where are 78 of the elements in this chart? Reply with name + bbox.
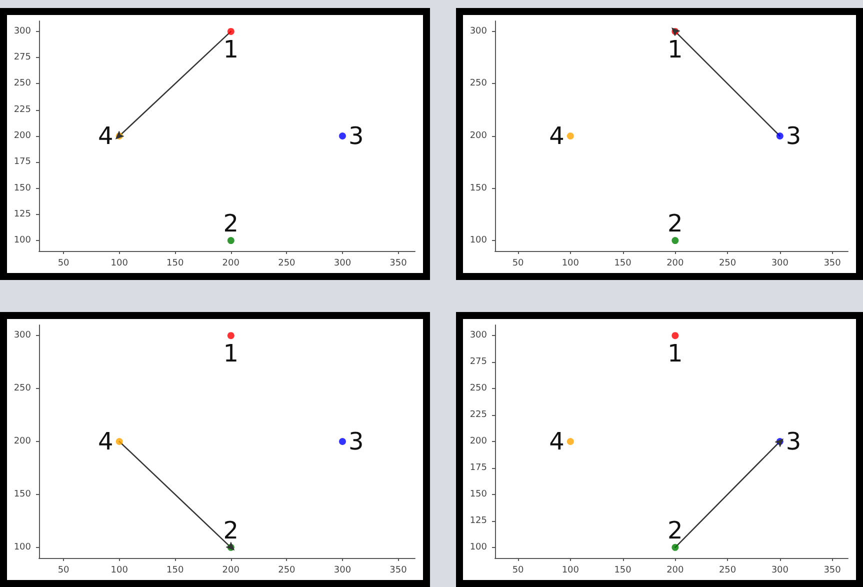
y-tick-label: 250 (470, 384, 488, 394)
annotation: 4 (98, 428, 114, 456)
y-tick-label: 250 (470, 78, 488, 89)
x-tick-label: 100 (562, 258, 580, 268)
y-tick-label: 175 (14, 157, 31, 168)
annotation: 2 (223, 516, 239, 544)
x-tick-label: 300 (771, 566, 789, 576)
y-tick-label: 150 (14, 183, 32, 194)
x-tick-label: 350 (824, 566, 842, 576)
x-tick-label: 100 (110, 258, 128, 268)
y-tick-label: 125 (470, 516, 487, 526)
annotation: 1 (668, 35, 683, 64)
y-tick-label: 275 (14, 52, 31, 63)
x-tick-label: 350 (824, 258, 842, 268)
y-tick-label: 225 (470, 410, 487, 420)
x-tick-label: 50 (512, 566, 524, 576)
x-tick-label: 250 (718, 566, 736, 576)
x-tick-label: 250 (278, 566, 296, 576)
point (672, 332, 679, 340)
point (672, 544, 679, 551)
x-tick-label: 350 (390, 258, 408, 268)
y-tick-label: 200 (14, 131, 32, 141)
y-tick-label: 225 (14, 104, 31, 115)
y-tick-label: 175 (470, 462, 487, 473)
annotation: 4 (549, 122, 564, 150)
annotation: 4 (549, 428, 564, 456)
y-tick-label: 200 (470, 436, 488, 446)
annotation: 2 (668, 516, 683, 544)
point (566, 438, 574, 445)
x-tick-label: 200 (222, 258, 240, 268)
y-tick-label: 200 (14, 436, 32, 446)
annotation: 1 (668, 340, 683, 368)
y-tick-label: 150 (470, 183, 488, 194)
annotation: 3 (348, 428, 364, 456)
point (227, 237, 234, 244)
y-tick-label: 300 (470, 26, 488, 36)
annotation: 2 (668, 210, 683, 238)
y-tick-label: 300 (14, 330, 32, 341)
x-tick-label: 300 (334, 258, 352, 268)
y-tick-label: 250 (14, 384, 32, 394)
x-tick-label: 300 (334, 566, 352, 576)
y-tick-label: 100 (14, 236, 32, 246)
x-tick-label: 50 (58, 566, 70, 576)
x-tick-label: 50 (512, 258, 524, 268)
x-tick-label: 300 (771, 258, 789, 268)
x-tick-label: 100 (110, 566, 128, 576)
x-tick-label: 250 (718, 258, 736, 268)
annotation: 1 (223, 340, 239, 368)
point (227, 28, 234, 35)
y-tick-label: 200 (470, 131, 488, 141)
y-tick-label: 125 (14, 209, 31, 220)
annotation: 3 (786, 428, 802, 456)
x-tick-label: 200 (666, 258, 684, 268)
x-tick-label: 50 (58, 258, 70, 268)
x-tick-label: 200 (222, 566, 240, 576)
annotation: 3 (786, 122, 802, 150)
y-tick-label: 300 (14, 26, 32, 36)
annotation: 2 (223, 210, 239, 238)
annotation: 4 (98, 122, 114, 150)
y-tick-label: 150 (14, 489, 32, 500)
y-tick-label: 275 (470, 357, 487, 368)
y-tick-label: 100 (14, 542, 32, 552)
y-tick-label: 250 (14, 78, 32, 89)
x-tick-label: 100 (562, 566, 580, 576)
x-tick-label: 150 (166, 258, 184, 268)
point (338, 132, 346, 140)
x-tick-label: 150 (614, 258, 632, 268)
y-tick-label: 100 (470, 542, 488, 552)
y-tick-label: 100 (470, 236, 488, 246)
x-tick-label: 150 (166, 566, 184, 576)
x-tick-label: 200 (666, 566, 684, 576)
x-tick-label: 250 (278, 258, 296, 268)
x-tick-label: 350 (390, 566, 408, 576)
x-tick-label: 150 (614, 566, 632, 576)
annotation: 3 (348, 122, 364, 150)
y-tick-label: 300 (470, 330, 488, 341)
annotation: 1 (223, 35, 239, 64)
y-tick-label: 150 (470, 489, 488, 500)
